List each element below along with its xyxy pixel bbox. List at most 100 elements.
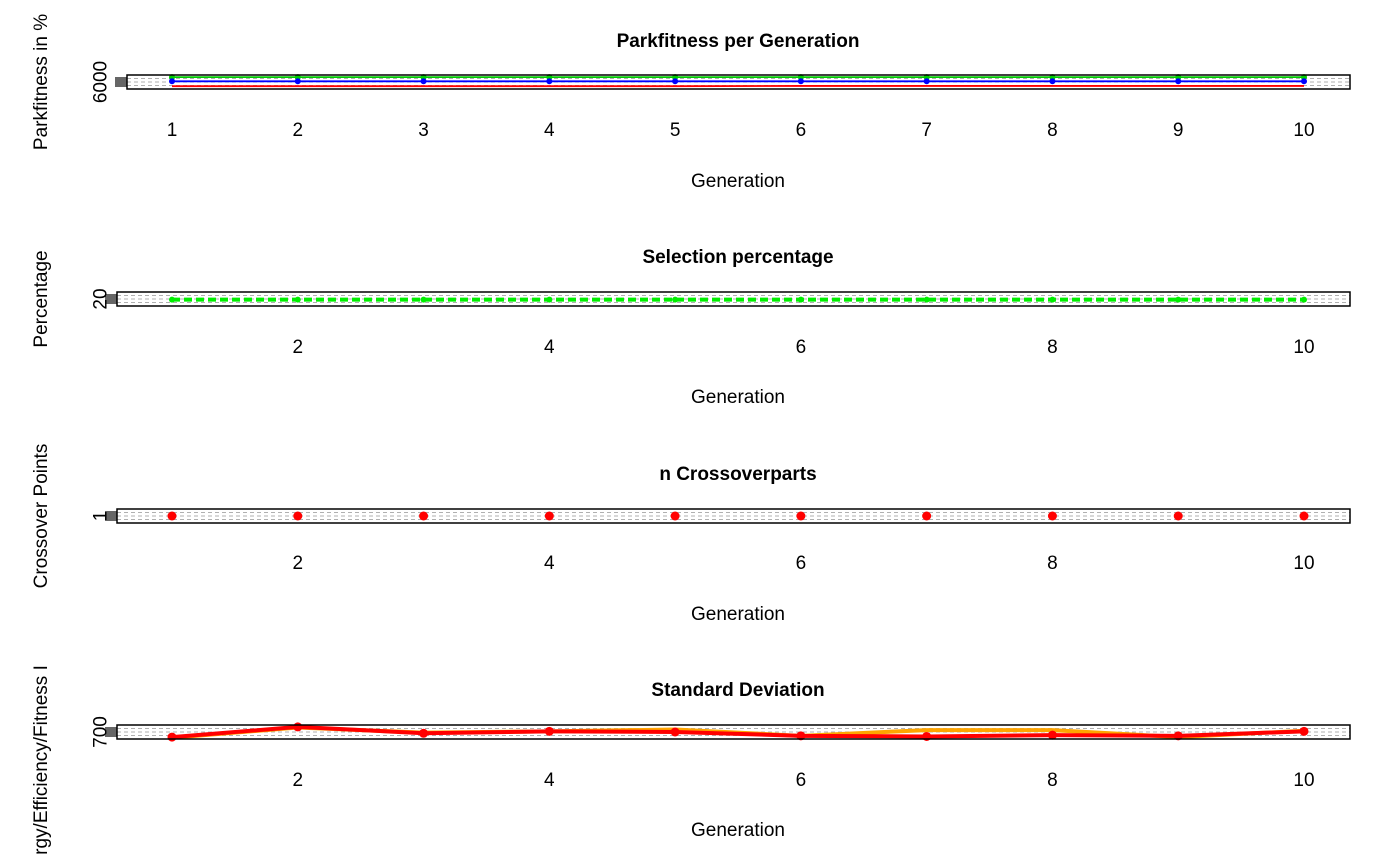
data-point	[1175, 296, 1182, 303]
data-point	[1047, 511, 1057, 521]
data-point	[544, 726, 554, 736]
x-tick-label: 2	[292, 120, 303, 141]
data-point	[922, 511, 932, 521]
x-tick-label: 7	[921, 120, 932, 141]
x-tick-label: 8	[1047, 120, 1058, 141]
data-point	[294, 78, 301, 85]
plot-3: 1 2 4 6 8 10	[91, 508, 1351, 574]
x-tick-label: 6	[796, 770, 807, 791]
panel-parkfitness: Parkfitness per Generation Generation Pa…	[31, 14, 859, 192]
series-1	[169, 296, 1307, 303]
panel-crossover: n Crossoverparts Generation Crossover Po…	[31, 444, 817, 625]
x-tick-label: 8	[1047, 553, 1058, 574]
data-point	[796, 731, 806, 741]
chart-title: Parkfitness per Generation	[617, 31, 860, 52]
data-point	[923, 296, 930, 303]
x-tick-label: 4	[544, 553, 555, 574]
data-point	[1299, 726, 1309, 736]
y-tick-label: 1	[91, 511, 112, 522]
plot-frame	[116, 508, 1351, 524]
x-axis-label: Generation	[691, 387, 785, 408]
data-point	[419, 511, 429, 521]
panel-selection: Selection percentage Generation Percenta…	[31, 247, 834, 408]
chart-title: n Crossoverparts	[659, 464, 816, 485]
x-tick-label: 8	[1047, 770, 1058, 791]
data-point	[169, 78, 175, 85]
plot-2: 20 2 4 6 8 10	[91, 288, 1351, 358]
plot-frame	[116, 724, 1351, 740]
data-point	[670, 511, 680, 521]
series-1	[167, 511, 1309, 521]
data-point	[923, 78, 930, 85]
plot-4: 700 2 4 6 8 10	[91, 716, 1351, 791]
x-tick-label: 5	[670, 120, 681, 141]
y-axis-label: rgy/Efficiency/Fitness I	[31, 665, 52, 855]
data-point	[167, 511, 177, 521]
x-tick-label: 4	[544, 337, 555, 358]
y-axis-label: Crossover Points	[31, 444, 52, 589]
y-axis-ticks	[105, 727, 117, 737]
data-point	[546, 296, 553, 303]
data-point	[544, 511, 554, 521]
x-tick-label: 2	[292, 553, 303, 574]
series-line	[171, 724, 1305, 740]
plot-frame	[116, 291, 1351, 307]
data-point	[672, 296, 679, 303]
x-tick-label: 9	[1173, 120, 1184, 141]
x-tick-label: 6	[796, 120, 807, 141]
data-point	[546, 78, 553, 85]
x-tick-label: 4	[544, 770, 555, 791]
data-point	[1047, 730, 1057, 740]
plot-frame	[126, 74, 1351, 90]
data-point	[420, 296, 427, 303]
x-tick-label: 10	[1293, 337, 1314, 358]
y-axis-ticks	[105, 511, 117, 521]
y-tick-label: 6000	[91, 61, 112, 103]
data-point	[1173, 511, 1183, 521]
data-point	[169, 296, 175, 303]
data-point	[797, 78, 804, 85]
data-point	[1175, 78, 1182, 85]
data-point	[796, 511, 806, 521]
data-point	[1049, 296, 1056, 303]
x-tick-label: 6	[796, 553, 807, 574]
x-tick-label: 2	[292, 770, 303, 791]
y-axis-ticks	[105, 294, 117, 304]
x-tick-label: 6	[796, 337, 807, 358]
data-point	[1173, 731, 1183, 741]
x-tick-label: 1	[167, 120, 178, 141]
y-tick-label: 20	[91, 288, 112, 309]
x-tick-label: 10	[1293, 553, 1314, 574]
data-point	[293, 511, 303, 521]
panel-standard-deviation: Standard Deviation Generation rgy/Effici…	[31, 665, 825, 855]
x-tick-label: 10	[1293, 770, 1314, 791]
x-tick-label: 8	[1047, 337, 1058, 358]
data-point	[1299, 511, 1309, 521]
data-point	[1301, 78, 1307, 85]
data-point	[670, 727, 680, 737]
x-axis-label: Generation	[691, 820, 785, 841]
data-point	[1049, 78, 1056, 85]
x-tick-label: 10	[1293, 120, 1314, 141]
data-point	[1301, 296, 1307, 303]
x-tick-label: 3	[418, 120, 429, 141]
y-axis-label: Parkfitness in %	[31, 14, 52, 150]
data-point	[294, 296, 301, 303]
x-tick-label: 4	[544, 120, 555, 141]
x-axis-label: Generation	[691, 171, 785, 192]
plot-1: 6000 1 2 3 4 5 6 7 8 9 10	[91, 61, 1351, 141]
chart-title: Standard Deviation	[651, 680, 824, 701]
data-point	[797, 296, 804, 303]
y-axis-ticks	[115, 77, 127, 87]
series-2	[169, 78, 1307, 85]
data-point	[672, 78, 679, 85]
y-tick-label: 700	[91, 716, 112, 748]
x-axis-label: Generation	[691, 604, 785, 625]
data-point	[167, 732, 177, 742]
data-point	[293, 722, 303, 732]
chart-title: Selection percentage	[642, 247, 833, 268]
data-point	[419, 728, 429, 738]
